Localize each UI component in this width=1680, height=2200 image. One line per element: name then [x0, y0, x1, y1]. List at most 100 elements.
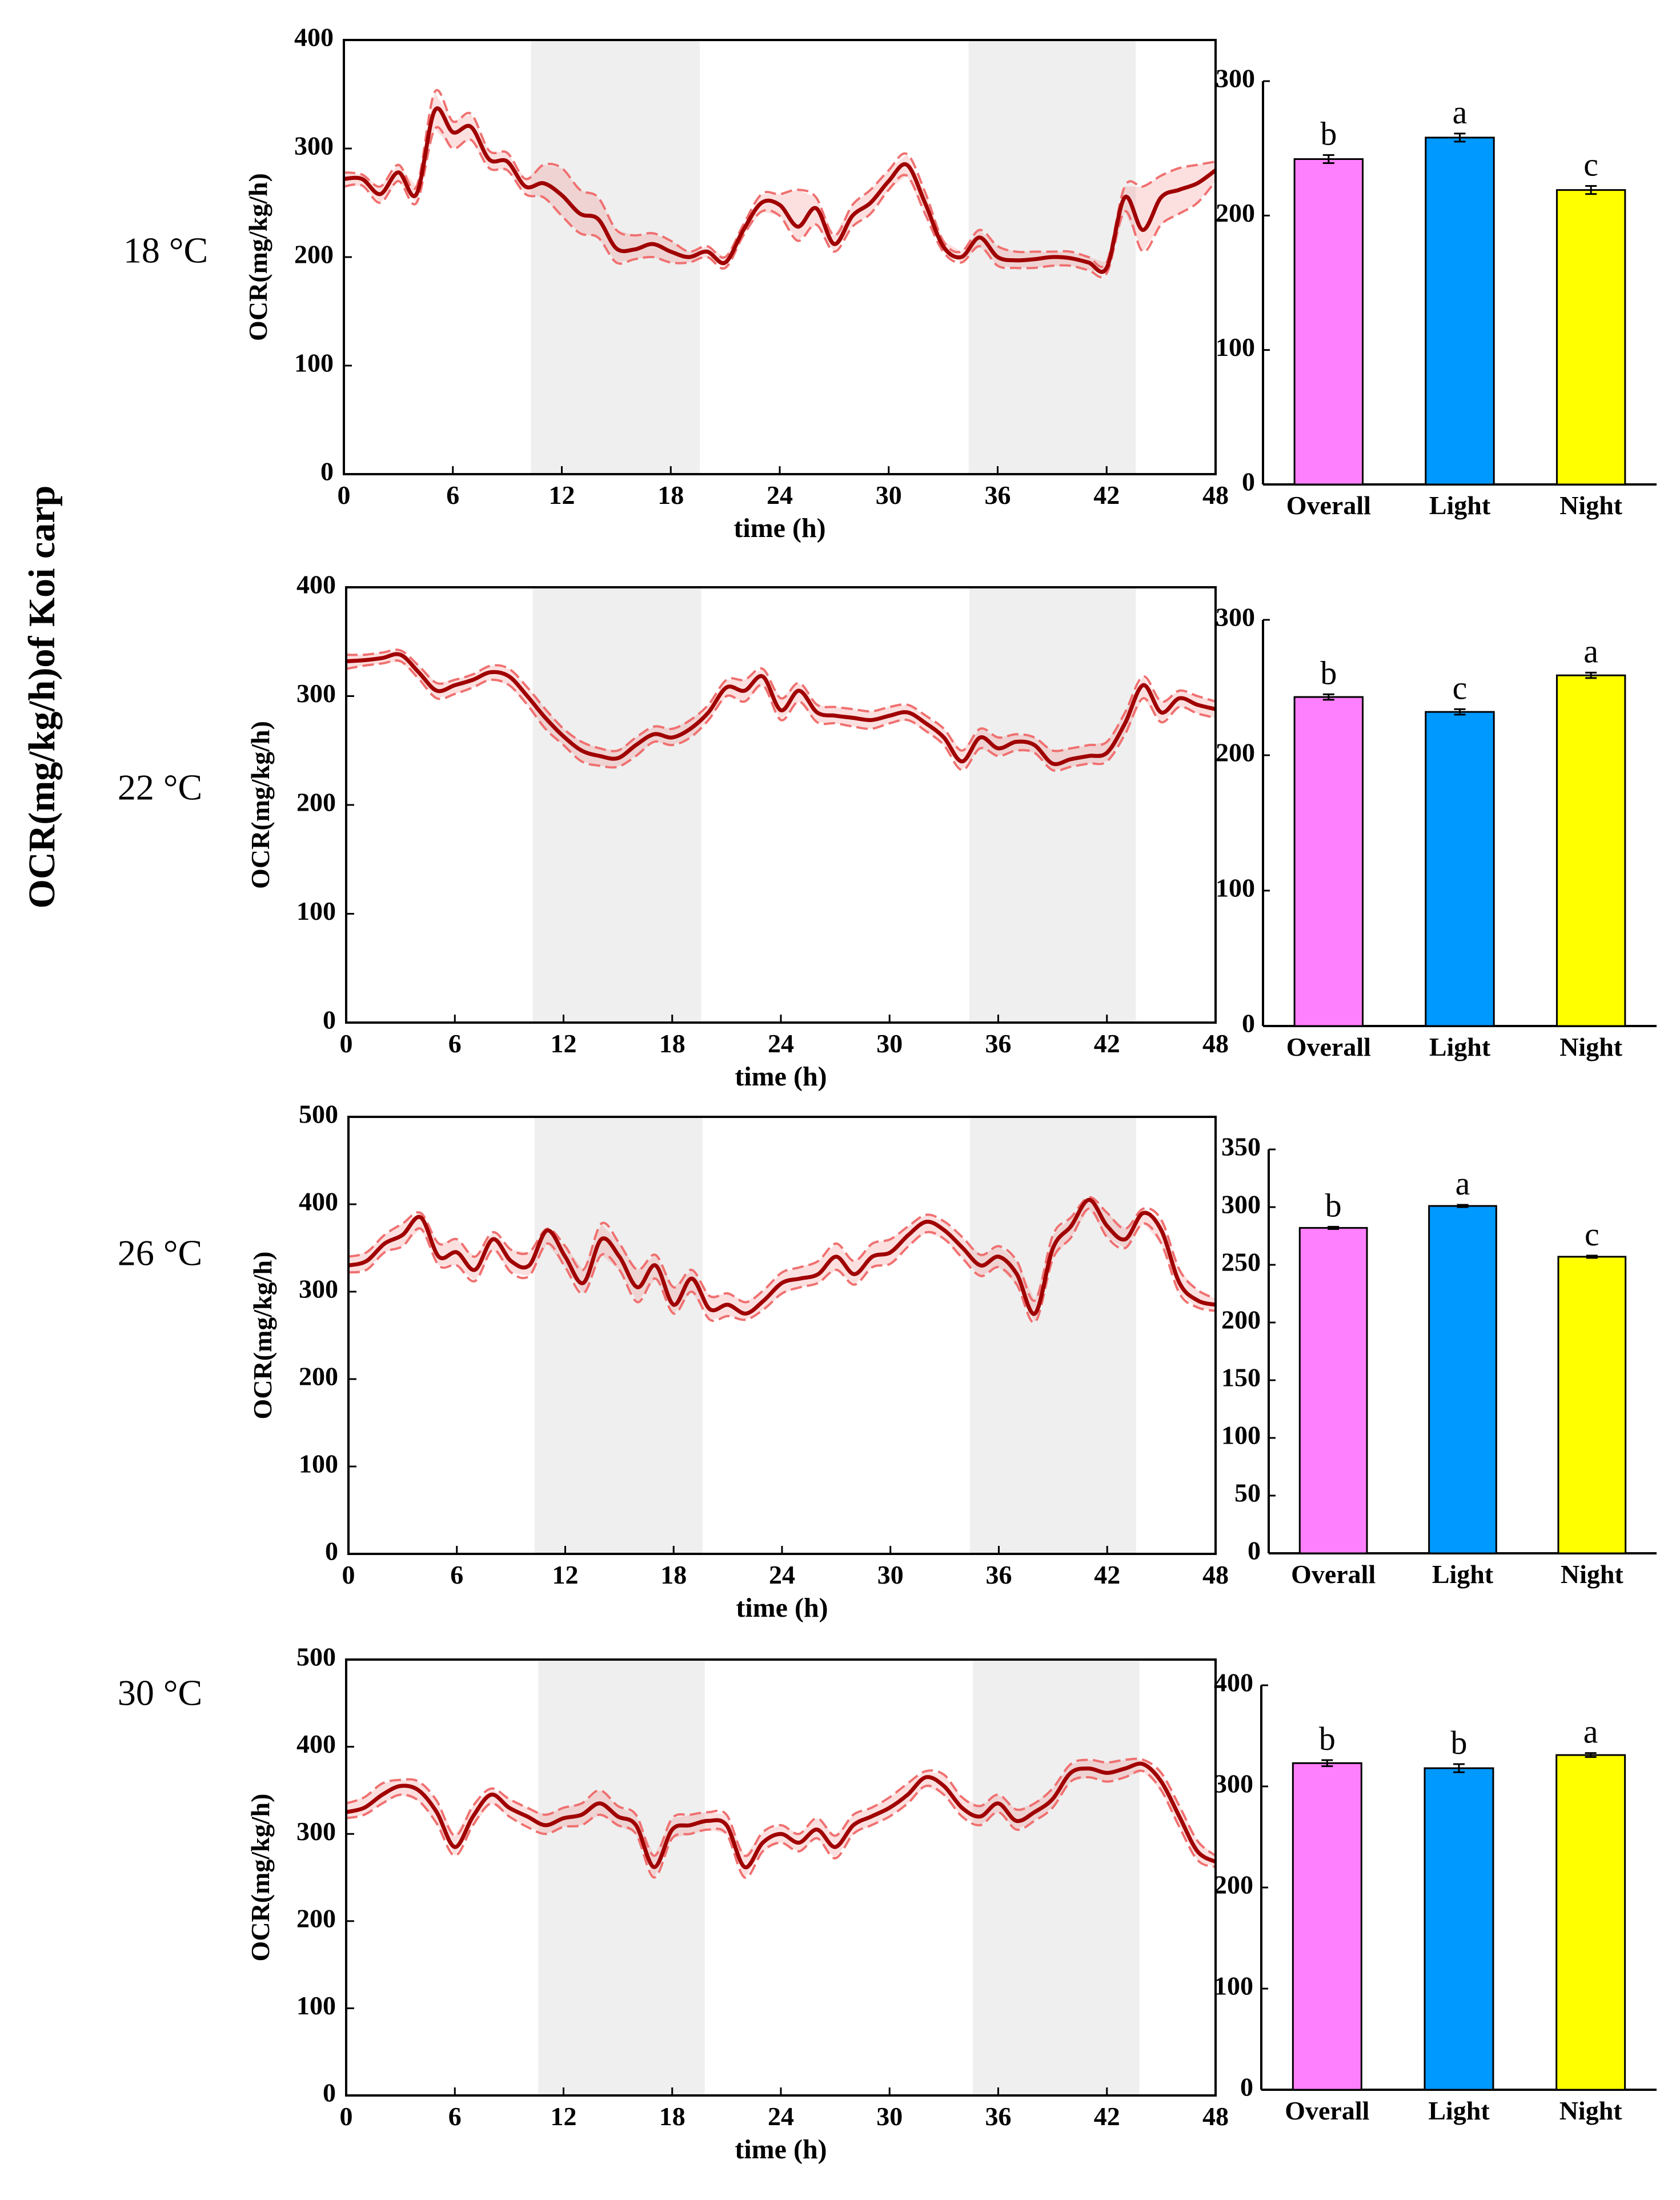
y-tick-label: 0	[323, 2078, 336, 2107]
significance-letter: a	[1456, 1165, 1470, 1202]
bar-category-label: Overall	[1286, 1032, 1371, 1061]
bar-y-tick-label: 200	[1221, 1305, 1261, 1335]
bar-category-label: Night	[1559, 1032, 1623, 1061]
bar-chart: 0 50 100 150 200 250 300 350 b Overall a Light c Nigh…	[1221, 1132, 1657, 1589]
significance-letter: b	[1319, 1720, 1336, 1757]
significance-letter: a	[1453, 94, 1468, 131]
x-tick-label: 36	[985, 2102, 1012, 2131]
x-tick-label: 6	[448, 1029, 462, 1058]
significance-letter: b	[1451, 1724, 1468, 1761]
dark-period-shade	[969, 587, 1136, 1023]
significance-letter: b	[1320, 654, 1337, 691]
bar-y-tick-label: 200	[1216, 738, 1255, 767]
dark-period-shade	[531, 40, 700, 474]
y-tick-label: 200	[299, 1362, 338, 1391]
bar-overall	[1293, 158, 1364, 486]
bar-y-tick-label: 300	[1216, 64, 1255, 93]
band-lower-line	[346, 659, 1216, 772]
y-tick-label: 500	[296, 1642, 336, 1672]
dark-period-shade	[973, 1660, 1140, 2095]
x-tick-label: 30	[876, 1029, 903, 1058]
bar-y-tick-label: 0	[1242, 467, 1255, 496]
y-tick-label: 100	[294, 348, 334, 378]
x-tick-label: 30	[876, 2102, 903, 2131]
y-tick-label: 0	[325, 1537, 338, 1566]
bar-y-tick-label: 100	[1216, 873, 1255, 903]
confidence-band	[348, 1197, 1216, 1323]
bar-category-label: Overall	[1285, 2096, 1369, 2125]
bar-y-tick-label: 200	[1216, 198, 1255, 227]
y-tick-label: 400	[299, 1187, 338, 1216]
line-chart: 0 6 12 18 24 30 36 42 48 0 100 200 300 400 time (h) OCR…	[243, 23, 1229, 543]
bar-overall	[1292, 1762, 1362, 2091]
bar-night	[1555, 189, 1626, 486]
mean-ocr-line	[348, 1197, 1216, 1316]
band-upper-line	[346, 1757, 1217, 1857]
bar-chart: 0 100 200 300 b Overall c Light a Night	[1216, 603, 1657, 1061]
bar-y-tick-label: 100	[1214, 1971, 1253, 2001]
x-tick-label: 0	[342, 1560, 355, 1589]
x-tick-label: 48	[1202, 2102, 1229, 2131]
x-tick-label: 24	[767, 480, 793, 510]
x-tick-label: 12	[551, 2102, 577, 2131]
bar-light	[1425, 711, 1495, 1027]
x-tick-label: 12	[549, 480, 575, 510]
x-tick-label: 36	[986, 1560, 1012, 1589]
temperature-label: 22 °C	[118, 767, 202, 808]
bar-y-tick-label: 350	[1221, 1132, 1261, 1161]
band-lower-line	[348, 1207, 1216, 1324]
significance-letter: b	[1320, 115, 1337, 152]
x-tick-label: 6	[448, 2102, 462, 2131]
bar-light	[1425, 137, 1495, 486]
y-tick-label: 200	[296, 788, 336, 817]
dark-period-shade	[532, 587, 701, 1023]
bar-night	[1555, 1754, 1626, 2091]
x-tick-label: 0	[338, 480, 351, 510]
panel-2: 22 °C 0 6 12 18 24 30 36 42 48 0 100 200 300 400 time (…	[118, 570, 1657, 1092]
panel-1: 18 °C 0 6 12 18 24 30 36 42 48 0 100 200 300 400 time (…	[123, 23, 1657, 543]
bar-y-tick-label: 100	[1221, 1421, 1261, 1450]
x-tick-label: 6	[450, 1560, 463, 1589]
x-tick-label: 48	[1202, 480, 1229, 510]
x-tick-label: 48	[1202, 1029, 1229, 1058]
temperature-label: 26 °C	[118, 1233, 202, 1273]
x-tick-label: 12	[551, 1029, 577, 1058]
x-tick-label: 24	[768, 2102, 794, 2131]
x-tick-label: 0	[340, 2102, 353, 2131]
x-tick-label: 6	[446, 480, 459, 510]
temperature-label: 18 °C	[123, 230, 208, 271]
y-tick-label: 300	[296, 679, 336, 708]
bar-night	[1555, 674, 1626, 1027]
mean-ocr-line	[346, 1761, 1217, 1869]
x-tick-label: 18	[660, 1560, 687, 1589]
x-tick-label: 30	[876, 480, 902, 510]
x-axis-label: time (h)	[736, 1593, 828, 1623]
x-tick-label: 36	[985, 1029, 1012, 1058]
bar-y-tick-label: 0	[1248, 1536, 1261, 1565]
y-tick-label: 100	[296, 896, 336, 925]
bar-overall	[1293, 696, 1364, 1027]
bar-overall	[1298, 1227, 1368, 1554]
y-tick-label: 0	[323, 1005, 336, 1035]
y-tick-label: 100	[296, 1991, 336, 2020]
x-tick-label: 24	[768, 1029, 794, 1058]
bar-night	[1557, 1256, 1627, 1554]
dark-period-shade	[534, 1117, 703, 1554]
bar-y-tick-label: 250	[1221, 1248, 1261, 1277]
significance-letter: a	[1583, 1713, 1598, 1750]
bar-y-tick-label: 400	[1214, 1668, 1253, 1697]
x-tick-label: 42	[1094, 1560, 1120, 1589]
bar-category-label: Light	[1429, 491, 1491, 520]
x-tick-label: 12	[552, 1560, 579, 1589]
bar-y-tick-label: 300	[1214, 1769, 1253, 1798]
x-tick-label: 18	[659, 2102, 685, 2131]
bar-chart: 0 100 200 300 400 b Overall b Light a Night	[1214, 1668, 1657, 2125]
bar-y-tick-label: 150	[1221, 1363, 1261, 1392]
bar-category-label: Light	[1432, 1560, 1494, 1589]
bar-category-label: Light	[1428, 2096, 1490, 2125]
bar-chart: 0 100 200 300 b Overall a Light c Night	[1216, 64, 1657, 520]
band-upper-line	[346, 648, 1216, 752]
y-tick-label: 300	[294, 131, 334, 161]
bar-light	[1424, 1767, 1494, 2091]
